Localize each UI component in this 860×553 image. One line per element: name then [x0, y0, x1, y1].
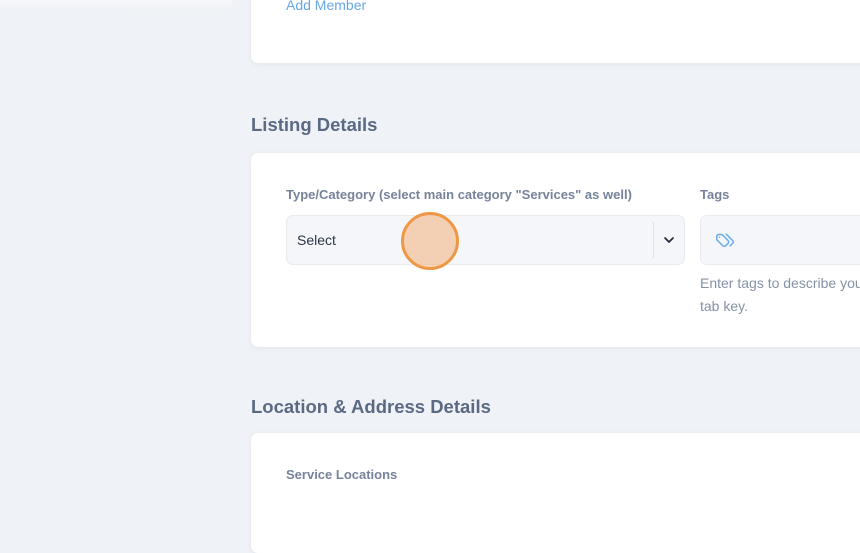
listing-details-card: Type/Category (select main category "Ser…: [251, 153, 860, 347]
chevron-down-icon: [654, 232, 684, 248]
scrolled-card-remnant: [0, 0, 233, 12]
select-divider: [653, 222, 654, 258]
tags-input[interactable]: [700, 215, 860, 265]
tags-label: Tags: [700, 187, 730, 202]
location-details-card: Service Locations: [251, 433, 860, 553]
listing-details-heading: Listing Details: [251, 114, 378, 136]
tags-icon: [714, 229, 736, 251]
tags-helper-text-line2: tab key.: [700, 298, 748, 314]
type-category-select[interactable]: Select: [286, 215, 685, 265]
location-details-heading: Location & Address Details: [251, 396, 491, 418]
type-category-label: Type/Category (select main category "Ser…: [286, 187, 632, 202]
members-card: Add Member: [251, 0, 860, 63]
tags-helper-text-line1: Enter tags to describe you: [700, 275, 860, 291]
type-category-select-value: Select: [297, 232, 336, 248]
service-locations-label: Service Locations: [286, 467, 398, 482]
add-member-link[interactable]: Add Member: [286, 0, 367, 13]
